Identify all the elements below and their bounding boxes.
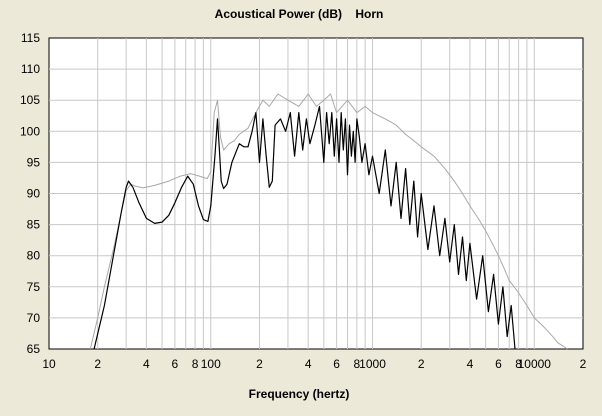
y-tick-label: 90 <box>27 187 41 201</box>
y-tick-label: 80 <box>27 249 41 263</box>
y-tick-label: 65 <box>27 342 41 356</box>
y-tick-label: 110 <box>21 62 40 76</box>
y-tick-label: 95 <box>27 155 41 169</box>
y-tick-label: 100 <box>20 124 40 138</box>
y-tick-label: 115 <box>21 31 40 45</box>
x-tick-label: 2 <box>418 357 425 371</box>
x-tick-label: 4 <box>143 357 150 371</box>
x-tick-label: 8 <box>192 357 199 371</box>
y-tick-label: 105 <box>20 93 40 107</box>
series-layer <box>89 93 568 350</box>
y-axis-tick-labels: 65 70 75 80 85 90 95 100 105 110 115 <box>20 31 40 356</box>
x-tick-label: 4 <box>305 357 312 371</box>
x-tick-label: 4 <box>467 357 474 371</box>
x-axis-title: Frequency (hertz) <box>249 387 350 401</box>
series-line-primary <box>93 105 516 350</box>
x-tick-label: 10 <box>42 357 56 371</box>
x-tick-label: 2 <box>94 357 101 371</box>
x-tick-label: 100 <box>201 357 221 371</box>
y-tick-label: 85 <box>27 218 41 232</box>
x-tick-label: 6 <box>172 357 179 371</box>
x-tick-label: 6 <box>333 357 340 371</box>
y-tick-label: 75 <box>27 280 41 294</box>
series-line-secondary <box>89 93 568 350</box>
y-tick-label: 70 <box>27 311 41 325</box>
x-tick-label: 2 <box>256 357 263 371</box>
x-tick-label: 1000 <box>359 357 386 371</box>
x-tick-label: 6 <box>495 357 502 371</box>
x-tick-label: 10000 <box>518 357 552 371</box>
x-tick-label: 8 <box>354 357 361 371</box>
x-tick-label: 2 <box>580 357 587 371</box>
chart-title: Acoustical Power (dB) Horn <box>215 7 384 21</box>
x-tick-label: 8 <box>515 357 522 371</box>
